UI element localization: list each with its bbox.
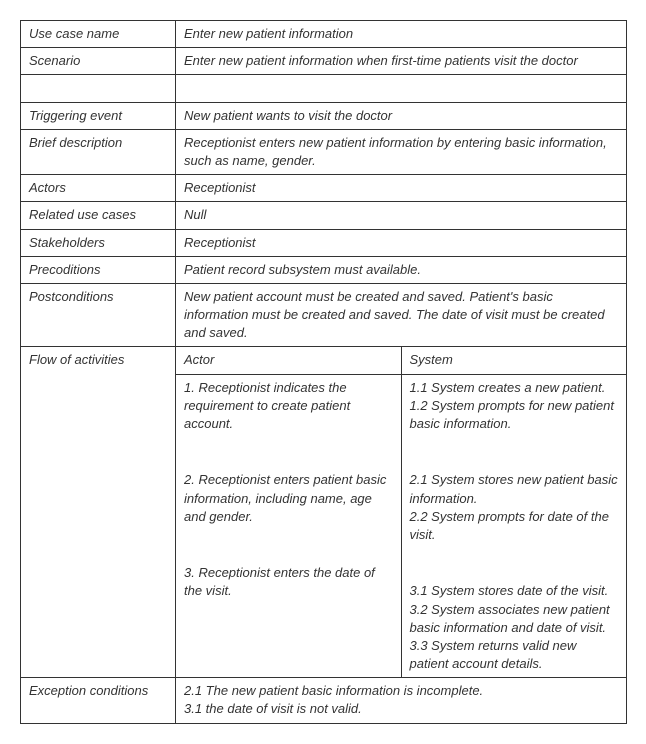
exception-line: 2.1 The new patient basic information is…: [184, 682, 618, 700]
row-value: New patient wants to visit the doctor: [176, 102, 627, 129]
row-value: Receptionist: [176, 229, 627, 256]
flow-actor-step: 2. Receptionist enters patient basic inf…: [184, 471, 393, 526]
table-row: Triggering eventNew patient wants to vis…: [21, 102, 627, 129]
row-value: Enter new patient information: [176, 21, 627, 48]
flow-actor-step: 3. Receptionist enters the date of the v…: [184, 564, 393, 600]
row-value: Patient record subsystem must available.: [176, 256, 627, 283]
table-row: ActorsReceptionist: [21, 175, 627, 202]
row-label: Actors: [21, 175, 176, 202]
flow-header-row: ActorSystem: [176, 347, 626, 374]
flow-system-step: 1.1 System creates a new patient.1.2 Sys…: [410, 379, 619, 434]
row-label: Precoditions: [21, 256, 176, 283]
spacer-cell: [21, 75, 176, 102]
flow-system-line: 3.2 System associates new patient basic …: [410, 601, 619, 637]
row-label: Triggering event: [21, 102, 176, 129]
flow-system-line: 2.2 System prompts for date of the visit…: [410, 508, 619, 544]
row-value: Receptionist: [176, 175, 627, 202]
table-row: PrecoditionsPatient record subsystem mus…: [21, 256, 627, 283]
exception-row: Exception conditions 2.1 The new patient …: [21, 678, 627, 723]
flow-label: Flow of activities: [21, 347, 176, 678]
row-value: Enter new patient information when first…: [176, 48, 627, 75]
use-case-table: Use case nameEnter new patient informati…: [20, 20, 627, 724]
row-label: Scenario: [21, 48, 176, 75]
spacer-row: [21, 75, 627, 102]
flow-system-step: 3.1 System stores date of the visit.3.2 …: [410, 582, 619, 673]
flow-system-line: 3.1 System stores date of the visit.: [410, 582, 619, 600]
row-label: Stakeholders: [21, 229, 176, 256]
exception-value: 2.1 The new patient basic information is…: [176, 678, 627, 723]
table-row: Related use casesNull: [21, 202, 627, 229]
flow-row: Flow of activitiesActorSystem 1. Receptio…: [21, 347, 627, 678]
row-value: Null: [176, 202, 627, 229]
flow-system-line: 1.2 System prompts for new patient basic…: [410, 397, 619, 433]
row-label: Use case name: [21, 21, 176, 48]
flow-steps-row: 1. Receptionist indicates the requiremen…: [176, 374, 626, 677]
flow-inner-table: ActorSystem 1. Receptionist indicates the…: [176, 347, 626, 677]
flow-system-line: 2.1 System stores new patient basic info…: [410, 471, 619, 507]
flow-actor-header: Actor: [176, 347, 401, 374]
row-label: Postconditions: [21, 283, 176, 347]
exception-label: Exception conditions: [21, 678, 176, 723]
table-row: Brief descriptionReceptionist enters new…: [21, 129, 627, 174]
flow-system-cell: 1.1 System creates a new patient.1.2 Sys…: [401, 374, 626, 677]
row-label: Brief description: [21, 129, 176, 174]
flow-system-line: 3.3 System returns valid new patient acc…: [410, 637, 619, 673]
spacer-cell: [176, 75, 627, 102]
table-row: PostconditionsNew patient account must b…: [21, 283, 627, 347]
row-label: Related use cases: [21, 202, 176, 229]
row-value: Receptionist enters new patient informat…: [176, 129, 627, 174]
flow-actor-step: 1. Receptionist indicates the requiremen…: [184, 379, 393, 434]
row-value: New patient account must be created and …: [176, 283, 627, 347]
flow-system-line: 1.1 System creates a new patient.: [410, 379, 619, 397]
table-row: StakeholdersReceptionist: [21, 229, 627, 256]
flow-content: ActorSystem 1. Receptionist indicates the…: [176, 347, 627, 678]
exception-line: 3.1 the date of visit is not valid.: [184, 700, 618, 718]
flow-system-step: 2.1 System stores new patient basic info…: [410, 471, 619, 544]
flow-system-header: System: [401, 347, 626, 374]
table-row: Use case nameEnter new patient informati…: [21, 21, 627, 48]
flow-actor-cell: 1. Receptionist indicates the requiremen…: [176, 374, 401, 677]
table-row: ScenarioEnter new patient information wh…: [21, 48, 627, 75]
